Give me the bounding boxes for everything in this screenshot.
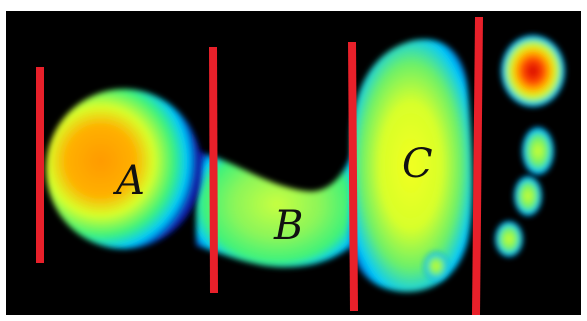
toe-4-heat [495,221,523,257]
divider-line-3 [348,41,358,312]
toe-5-heat [424,252,448,280]
heel-region-heat [46,89,202,249]
divider-line-2 [209,46,218,294]
toe-2-heat [522,127,554,175]
big-toe-heat [501,35,565,107]
forefoot-region-heat [349,39,473,292]
arch-region-heat [196,141,358,268]
footprint-heatmap: A B C [6,11,581,315]
region-label-a: A [112,158,145,204]
region-label-b: B [273,203,303,249]
region-label-c: C [402,141,433,187]
divider-line-4 [472,16,483,315]
pressure-map: A B C [6,11,581,315]
toe-3-heat [514,176,542,216]
